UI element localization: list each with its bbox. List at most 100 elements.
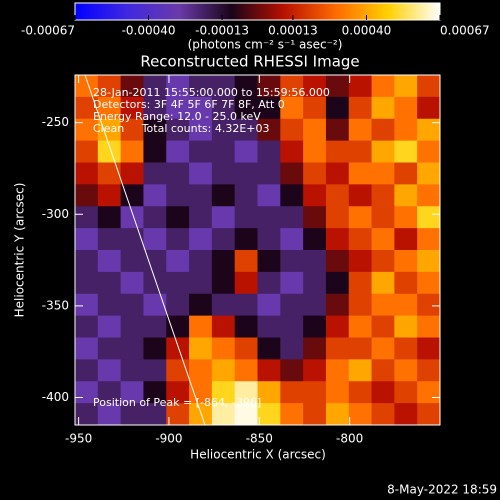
heat-cell	[234, 315, 258, 338]
heat-cell	[325, 250, 350, 273]
colorbar-tick-label: 0.00040	[342, 24, 392, 38]
heat-cell	[97, 293, 122, 317]
heat-cell	[417, 403, 441, 426]
heat-cell	[75, 118, 99, 142]
annotation: Detectors: 3F 4F 5F 6F 7F 8F, Att 0	[93, 98, 285, 111]
heat-cell	[97, 359, 122, 382]
heat-cell	[394, 381, 418, 404]
heat-cell	[257, 271, 281, 295]
heat-cell	[211, 337, 236, 360]
heat-cell	[394, 359, 418, 382]
heat-cell	[280, 293, 304, 317]
heat-cell	[303, 315, 327, 338]
heat-cell	[189, 359, 213, 382]
heat-cell	[211, 184, 236, 207]
heat-cell	[97, 184, 122, 207]
heat-cell	[348, 271, 373, 295]
heat-cell	[303, 381, 327, 404]
heat-cell	[257, 228, 281, 251]
heat-cell	[75, 381, 99, 404]
heat-cell	[280, 250, 304, 273]
heat-cell	[189, 75, 213, 98]
heat-cell	[325, 162, 350, 185]
heat-cell	[189, 118, 213, 142]
heat-cell	[371, 162, 395, 185]
heat-cell	[189, 184, 213, 207]
heat-cell	[348, 359, 373, 382]
heat-cell	[189, 403, 213, 426]
heat-cell	[394, 162, 418, 185]
heat-cell	[211, 140, 236, 163]
heat-cell	[75, 162, 99, 185]
heat-cell	[257, 75, 281, 98]
heat-cell	[143, 250, 167, 273]
heat-cell	[303, 250, 327, 273]
heat-cell	[303, 359, 327, 382]
heat-cell	[97, 337, 122, 360]
x-tick-label: -850	[246, 432, 273, 446]
heat-cell	[75, 337, 99, 360]
heat-cell	[371, 271, 395, 295]
heat-cell	[166, 228, 190, 251]
heat-cell	[257, 403, 281, 426]
heat-cell	[257, 162, 281, 185]
heat-cell	[120, 403, 144, 426]
heat-cell	[166, 140, 190, 163]
heat-cell	[189, 381, 213, 404]
heat-cell	[166, 184, 190, 207]
heat-cell	[120, 381, 144, 404]
heat-cell	[280, 184, 304, 207]
heat-cell	[348, 250, 373, 273]
heat-cell	[234, 337, 258, 360]
heat-cell	[97, 381, 122, 404]
x-tick-label: -800	[336, 432, 363, 446]
heat-cell	[371, 228, 395, 251]
heat-cell	[166, 337, 190, 360]
heat-cell	[120, 162, 144, 185]
heat-cell	[303, 271, 327, 295]
heat-cell	[120, 359, 144, 382]
heat-cell	[257, 140, 281, 163]
heat-cell	[257, 381, 281, 404]
heat-cell	[166, 293, 190, 317]
colorbar-label: (photons cm⁻² s⁻¹ asec⁻²)	[188, 38, 343, 52]
heat-cell	[75, 271, 99, 295]
heat-cell	[257, 184, 281, 207]
heat-cell	[211, 96, 236, 120]
heat-cell	[97, 75, 122, 98]
heat-cell	[348, 381, 373, 404]
heat-cell	[280, 381, 304, 404]
heat-cell	[166, 359, 190, 382]
heat-cell	[75, 75, 99, 98]
heat-cell	[211, 162, 236, 185]
heat-cell	[325, 140, 350, 163]
heat-cell	[97, 271, 122, 295]
heat-cell	[234, 271, 258, 295]
heat-cell	[348, 206, 373, 229]
heat-cell	[325, 96, 350, 120]
heat-cell	[166, 250, 190, 273]
y-tick-label: -350	[42, 298, 69, 312]
heat-cell	[371, 381, 395, 404]
y-tick-label: -400	[42, 390, 69, 404]
heat-cell	[234, 206, 258, 229]
heat-cell	[211, 293, 236, 317]
heat-cell	[417, 359, 441, 382]
heat-cell	[234, 250, 258, 273]
heat-cell	[166, 75, 190, 98]
heat-cell	[75, 228, 99, 251]
heat-cell	[303, 206, 327, 229]
heat-cell	[371, 118, 395, 142]
heat-cell	[325, 293, 350, 317]
heat-cell	[166, 206, 190, 229]
heat-cell	[75, 184, 99, 207]
heat-cell	[348, 184, 373, 207]
heat-cell	[394, 228, 418, 251]
heat-cell	[97, 403, 122, 426]
heat-cell	[280, 162, 304, 185]
heat-cell	[303, 337, 327, 360]
heat-cell	[348, 293, 373, 317]
heat-cell	[166, 315, 190, 338]
heat-cell	[394, 206, 418, 229]
heat-cell	[166, 96, 190, 120]
